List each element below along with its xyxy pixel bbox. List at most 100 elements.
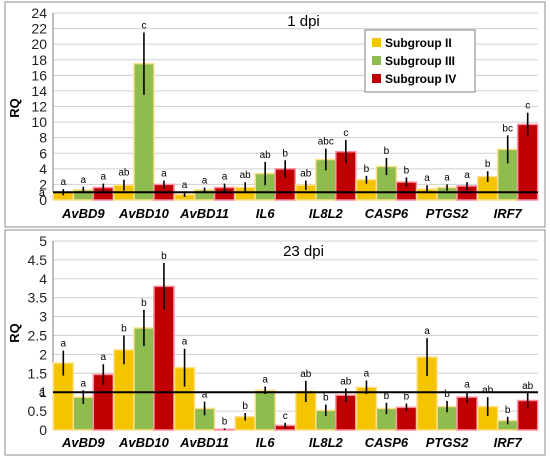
significance-label: ab (260, 150, 272, 161)
category-label: AvBD9 (61, 206, 105, 221)
y-tick-label: 1 (39, 384, 47, 400)
significance-label: a (81, 378, 87, 389)
y-tick-label: 2 (39, 176, 47, 192)
y-tick-label: 2 (39, 346, 47, 362)
legend: Subgroup II Subgroup III Subgroup IV (364, 29, 476, 93)
category-label: IL6 (256, 206, 276, 221)
y-tick-label: 0 (39, 422, 47, 438)
category-label: AvBD10 (118, 435, 170, 450)
y-tick-label: 0.5 (28, 403, 48, 419)
category-label: IL6 (256, 435, 276, 450)
significance-label: ab (522, 381, 534, 392)
significance-label: a (464, 170, 470, 181)
y-axis-label: RQ (7, 323, 22, 343)
error-bars (62, 32, 529, 197)
y-tick-label: 14 (31, 83, 47, 99)
significance-label: a (424, 173, 430, 184)
panel-title: 23 dpi (283, 243, 324, 260)
significance-label: a (101, 352, 107, 363)
category-label: AvBD11 (179, 435, 229, 450)
significance-label: b (222, 416, 228, 427)
y-tick-label: 12 (31, 99, 47, 115)
y-tick-label: 16 (31, 67, 47, 83)
y-tick-label: 24 (31, 5, 47, 21)
significance-label: c (343, 128, 348, 139)
y-tick-label: 4 (39, 161, 47, 177)
significance-label: a (364, 368, 370, 379)
y-tick-label: 4 (39, 271, 47, 287)
significance-label: a (202, 176, 208, 187)
significance-label: a (202, 390, 208, 401)
significance-label: a (222, 172, 228, 183)
legend-label: Subgroup II (385, 36, 452, 50)
legend-label: Subgroup IV (385, 72, 456, 86)
legend-box (364, 29, 476, 93)
significance-label: a (182, 180, 188, 191)
y-tick-label: 10 (31, 114, 47, 130)
significance-label: b (404, 392, 410, 403)
y-tick-label: 18 (31, 52, 47, 68)
y-tick-label: 0 (39, 192, 47, 208)
category-label: IRF7 (494, 206, 523, 221)
significance-label: a (182, 337, 188, 348)
category-label: IRF7 (494, 435, 523, 450)
significance-label: b (121, 324, 127, 335)
significance-label: abc (318, 137, 334, 148)
error-bars (62, 262, 529, 430)
category-label: AvBD10 (118, 206, 170, 221)
legend-label: Subgroup III (385, 54, 455, 68)
category-label: AvBD9 (61, 435, 105, 450)
category-labels: AvBD9 AvBD10 AvBD11 IL6 IL8L2 CASP6 PTGS2 IRF7 (61, 206, 523, 221)
y-tick-label: 3 (39, 309, 47, 325)
legend-swatch (372, 56, 381, 65)
significance-label: ab (300, 369, 312, 380)
reference-line-label: a (39, 387, 46, 399)
y-tick-label: 22 (31, 21, 47, 37)
significance-label: b (141, 298, 147, 309)
significance-label: c (283, 411, 288, 422)
significance-label: b (404, 165, 410, 176)
y-tick-label: 1.5 (28, 365, 48, 381)
significance-label: a (424, 326, 430, 337)
category-label: AvBD11 (179, 206, 229, 221)
category-label: PTGS2 (426, 435, 469, 450)
significance-label: ab (240, 170, 252, 181)
category-label: IL8L2 (309, 206, 344, 221)
y-tick-label: 8 (39, 130, 47, 146)
legend-swatch (372, 74, 381, 83)
significance-label: a (161, 169, 167, 180)
bar (254, 389, 276, 431)
significance-label: b (364, 164, 370, 175)
significance-label: b (384, 146, 390, 157)
category-label: PTGS2 (426, 206, 469, 221)
significance-label: b (323, 393, 329, 404)
y-tick-label: 20 (31, 36, 47, 52)
significance-label: b (282, 148, 288, 159)
significance-label: a (101, 172, 107, 183)
significance-label: a (61, 339, 67, 350)
significance-label: b (384, 391, 390, 402)
y-tick-label: 5 (39, 233, 47, 249)
significance-label: b (242, 401, 248, 412)
category-label: CASP6 (365, 435, 409, 450)
significance-label: a (464, 379, 470, 390)
significance-label: ab (118, 168, 130, 179)
reference-line-label: a (39, 187, 46, 199)
significance-label: ab (482, 385, 494, 396)
y-tick-label: 2.5 (28, 328, 48, 344)
significance-label: c (525, 101, 530, 112)
significance-label: a (61, 177, 67, 188)
category-label: CASP6 (365, 206, 409, 221)
category-label: IL8L2 (309, 435, 344, 450)
panel-title: 1 dpi (287, 13, 320, 30)
significance-label: a (81, 175, 87, 186)
significance-label: b (485, 159, 491, 170)
y-axis-label: RQ (7, 98, 22, 118)
y-tick-labels: 0 0.5 1 1.5 2 2.5 3 3.5 4 4.5 5 (28, 233, 48, 438)
legend-swatch (372, 38, 381, 47)
